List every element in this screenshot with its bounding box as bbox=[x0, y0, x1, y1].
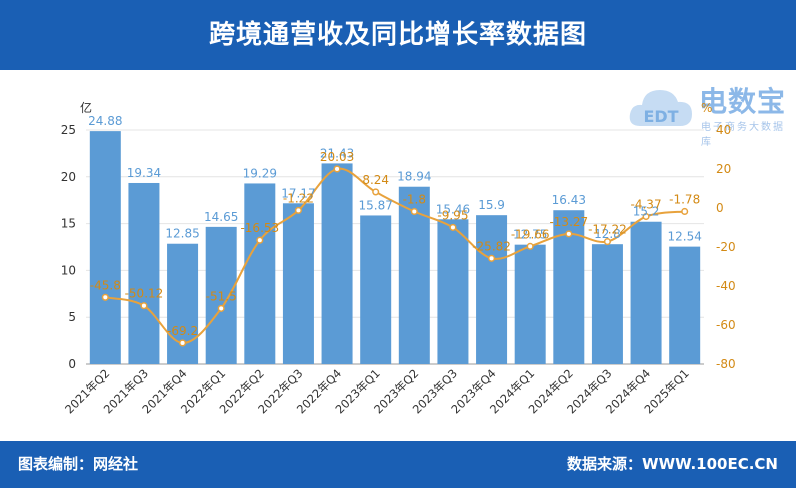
bar-value-label: 24.88 bbox=[88, 114, 122, 128]
revenue-bar bbox=[321, 163, 353, 364]
growth-rate-point bbox=[681, 207, 689, 216]
bar-value-label: 18.94 bbox=[397, 170, 431, 184]
page-title: 跨境通营收及同比增长率数据图 bbox=[208, 20, 587, 50]
bar-value-label: 12.75 bbox=[513, 228, 547, 242]
growth-rate-point bbox=[294, 206, 302, 214]
bar-value-label: 21.43 bbox=[320, 146, 354, 160]
growth-rate-point bbox=[256, 236, 264, 244]
revenue-bar bbox=[128, 182, 160, 364]
growth-rate-point bbox=[449, 223, 457, 231]
growth-rate-point bbox=[565, 230, 573, 238]
left-tick-label: 20 bbox=[61, 170, 76, 184]
left-tick-label: 10 bbox=[61, 263, 76, 277]
revenue-bar bbox=[630, 221, 662, 364]
revenue-bar bbox=[205, 226, 237, 364]
left-tick-label: 0 bbox=[68, 357, 76, 371]
growth-rate-label: -4.37 bbox=[631, 198, 662, 212]
revenue-bar bbox=[244, 183, 276, 364]
growth-rate-label: -69.2 bbox=[167, 324, 198, 338]
growth-rate-label: -50.12 bbox=[125, 287, 164, 301]
growth-rate-label: -1.8 bbox=[403, 193, 426, 207]
right-tick-label: 0 bbox=[716, 201, 724, 215]
left-tick-label: 5 bbox=[68, 310, 76, 324]
bar-value-label: 12.85 bbox=[165, 227, 199, 241]
revenue-bar bbox=[476, 215, 508, 364]
bar-value-label: 15.46 bbox=[436, 202, 470, 216]
left-tick-label: 25 bbox=[61, 123, 76, 137]
logo-text: EDT bbox=[643, 107, 678, 126]
growth-rate-label: -51.5 bbox=[206, 289, 237, 303]
watermark-name: 电数宝 bbox=[699, 85, 787, 118]
revenue-growth-chart: 2021年Q22021年Q32021年Q42022年Q12022年Q22022年… bbox=[61, 100, 736, 417]
left-tick-label: 15 bbox=[61, 217, 76, 231]
right-tick-label: 40 bbox=[716, 123, 731, 137]
growth-rate-point bbox=[488, 254, 496, 262]
growth-rate-point bbox=[333, 165, 341, 173]
growth-rate-label: 8.24 bbox=[362, 173, 389, 187]
growth-rate-point bbox=[217, 304, 225, 312]
growth-rate-point bbox=[179, 339, 187, 347]
growth-rate-point bbox=[140, 302, 148, 310]
revenue-bar bbox=[669, 246, 701, 364]
header-bar: 跨境通营收及同比增长率数据图 bbox=[0, 0, 796, 70]
footer-credit: 图表编制：网经社 bbox=[18, 455, 139, 473]
bar-value-label: 12.54 bbox=[668, 230, 702, 244]
growth-rate-label: -16.53 bbox=[240, 221, 279, 235]
revenue-bar bbox=[89, 131, 121, 364]
revenue-bar bbox=[360, 215, 392, 364]
growth-rate-point bbox=[101, 293, 109, 301]
bar-value-label: 14.65 bbox=[204, 210, 238, 224]
growth-rate-point bbox=[526, 242, 534, 250]
footer-bar: 图表编制：网经社 数据来源：WWW.100EC.CN bbox=[0, 441, 796, 488]
watermark: EDT 电数宝 电子商务大数据库 bbox=[626, 78, 791, 148]
left-axis-unit: 亿 bbox=[80, 100, 92, 115]
right-tick-label: -40 bbox=[716, 279, 736, 293]
right-axis-unit: % bbox=[701, 101, 712, 115]
bar-value-label: 15.2 bbox=[633, 205, 660, 219]
bar-value-label: 15.9 bbox=[478, 198, 505, 212]
growth-rate-point bbox=[642, 212, 650, 221]
bar-value-label: 16.43 bbox=[552, 193, 586, 207]
right-tick-label: 20 bbox=[716, 162, 731, 176]
growth-rate-label: -1.22 bbox=[283, 191, 314, 205]
revenue-bar bbox=[282, 203, 314, 364]
right-tick-label: -80 bbox=[716, 357, 736, 371]
right-tick-label: -60 bbox=[716, 318, 736, 332]
revenue-bar bbox=[514, 244, 546, 364]
watermark-subtitle: 电子商务大数据库 bbox=[701, 122, 785, 148]
growth-rate-point bbox=[372, 188, 380, 196]
growth-rate-label: -45.8 bbox=[90, 278, 121, 292]
bar-value-label: 12.8 bbox=[594, 227, 621, 241]
bar-value-label: 15.87 bbox=[359, 198, 393, 212]
growth-rate-label: -25.82 bbox=[472, 239, 511, 253]
revenue-bar bbox=[591, 244, 623, 364]
footer-source: 数据来源：WWW.100EC.CN bbox=[567, 455, 778, 473]
growth-rate-label: -13.27 bbox=[549, 215, 588, 229]
growth-rate-point bbox=[410, 207, 418, 216]
bar-value-label: 19.29 bbox=[243, 166, 277, 180]
right-tick-label: -20 bbox=[716, 240, 736, 254]
cloud-logo-icon: EDT bbox=[629, 90, 692, 126]
revenue-bar bbox=[437, 219, 469, 364]
growth-rate-line bbox=[105, 167, 685, 344]
bar-value-label: 19.34 bbox=[127, 166, 161, 180]
growth-rate-label: 20.03 bbox=[320, 150, 354, 164]
growth-rate-point bbox=[603, 238, 611, 246]
growth-rate-label: -9.95 bbox=[437, 208, 468, 222]
bar-value-label: 17.17 bbox=[281, 186, 315, 200]
growth-rate-label: -17.22 bbox=[588, 223, 627, 237]
growth-rate-label: -19.66 bbox=[511, 227, 550, 241]
growth-rate-label: -1.78 bbox=[669, 192, 700, 206]
